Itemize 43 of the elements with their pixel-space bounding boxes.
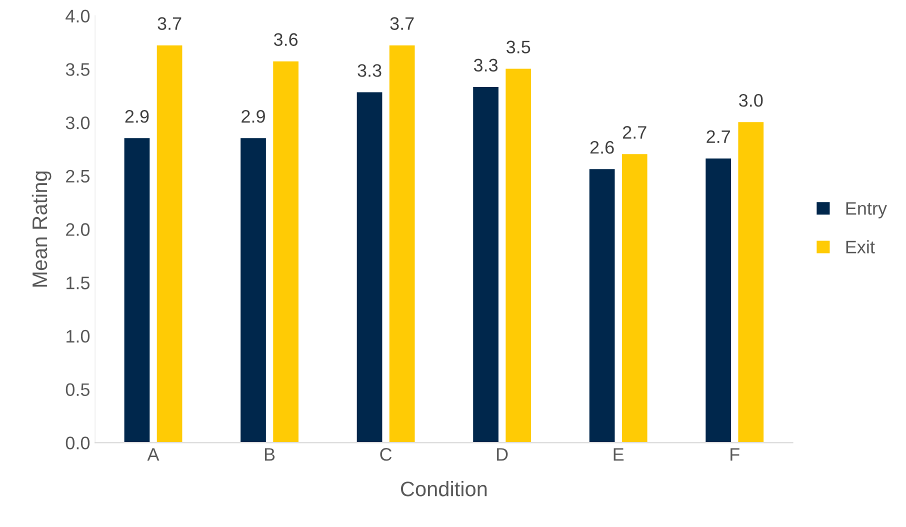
y-tick-label: 0.5	[66, 383, 90, 396]
data-label: 3.0	[739, 94, 763, 107]
data-label: 2.6	[590, 140, 614, 154]
data-label: 3.7	[390, 17, 414, 30]
x-tick-label: C	[380, 448, 392, 461]
y-tick-label: 1.0	[66, 330, 90, 343]
bar	[272, 60, 300, 443]
bar	[122, 136, 152, 443]
bar	[239, 136, 268, 443]
x-tick-label: E	[614, 448, 624, 461]
bar	[620, 152, 649, 443]
bar	[472, 86, 500, 443]
x-tick-label: F	[730, 448, 740, 461]
data-label: 2.9	[125, 110, 149, 123]
y-tick-label: 1.5	[66, 276, 90, 290]
data-label: 2.7	[706, 130, 730, 143]
legend-label: Entry	[846, 202, 887, 218]
data-label: 3.6	[274, 33, 298, 46]
bar	[388, 44, 416, 443]
y-tick-label: 2.0	[66, 223, 90, 236]
y-tick-label: 0.0	[66, 436, 90, 450]
y-tick-label: 2.5	[66, 170, 90, 183]
x-tick-label: B	[264, 448, 275, 461]
data-label: 3.3	[358, 64, 382, 77]
data-label: 2.7	[622, 126, 646, 139]
data-label: 3.3	[474, 58, 498, 72]
bar	[736, 120, 765, 443]
data-label: 2.9	[242, 110, 265, 123]
x-axis-title: Condition	[400, 481, 487, 496]
y-tick-label: 3.0	[66, 116, 90, 130]
y-axis-title: Mean Rating	[32, 172, 52, 287]
x-tick-label: D	[497, 448, 508, 461]
bar	[504, 67, 532, 443]
bar	[355, 90, 384, 443]
y-tick-label: 4.0	[66, 10, 90, 23]
data-label: 3.5	[506, 40, 530, 54]
bar	[155, 44, 184, 443]
bar	[704, 157, 732, 443]
y-tick-label: 3.5	[66, 63, 90, 76]
bar	[588, 168, 616, 443]
legend-label: Exit	[846, 240, 875, 254]
x-tick-label: A	[147, 448, 160, 461]
data-label: 3.7	[158, 17, 182, 30]
